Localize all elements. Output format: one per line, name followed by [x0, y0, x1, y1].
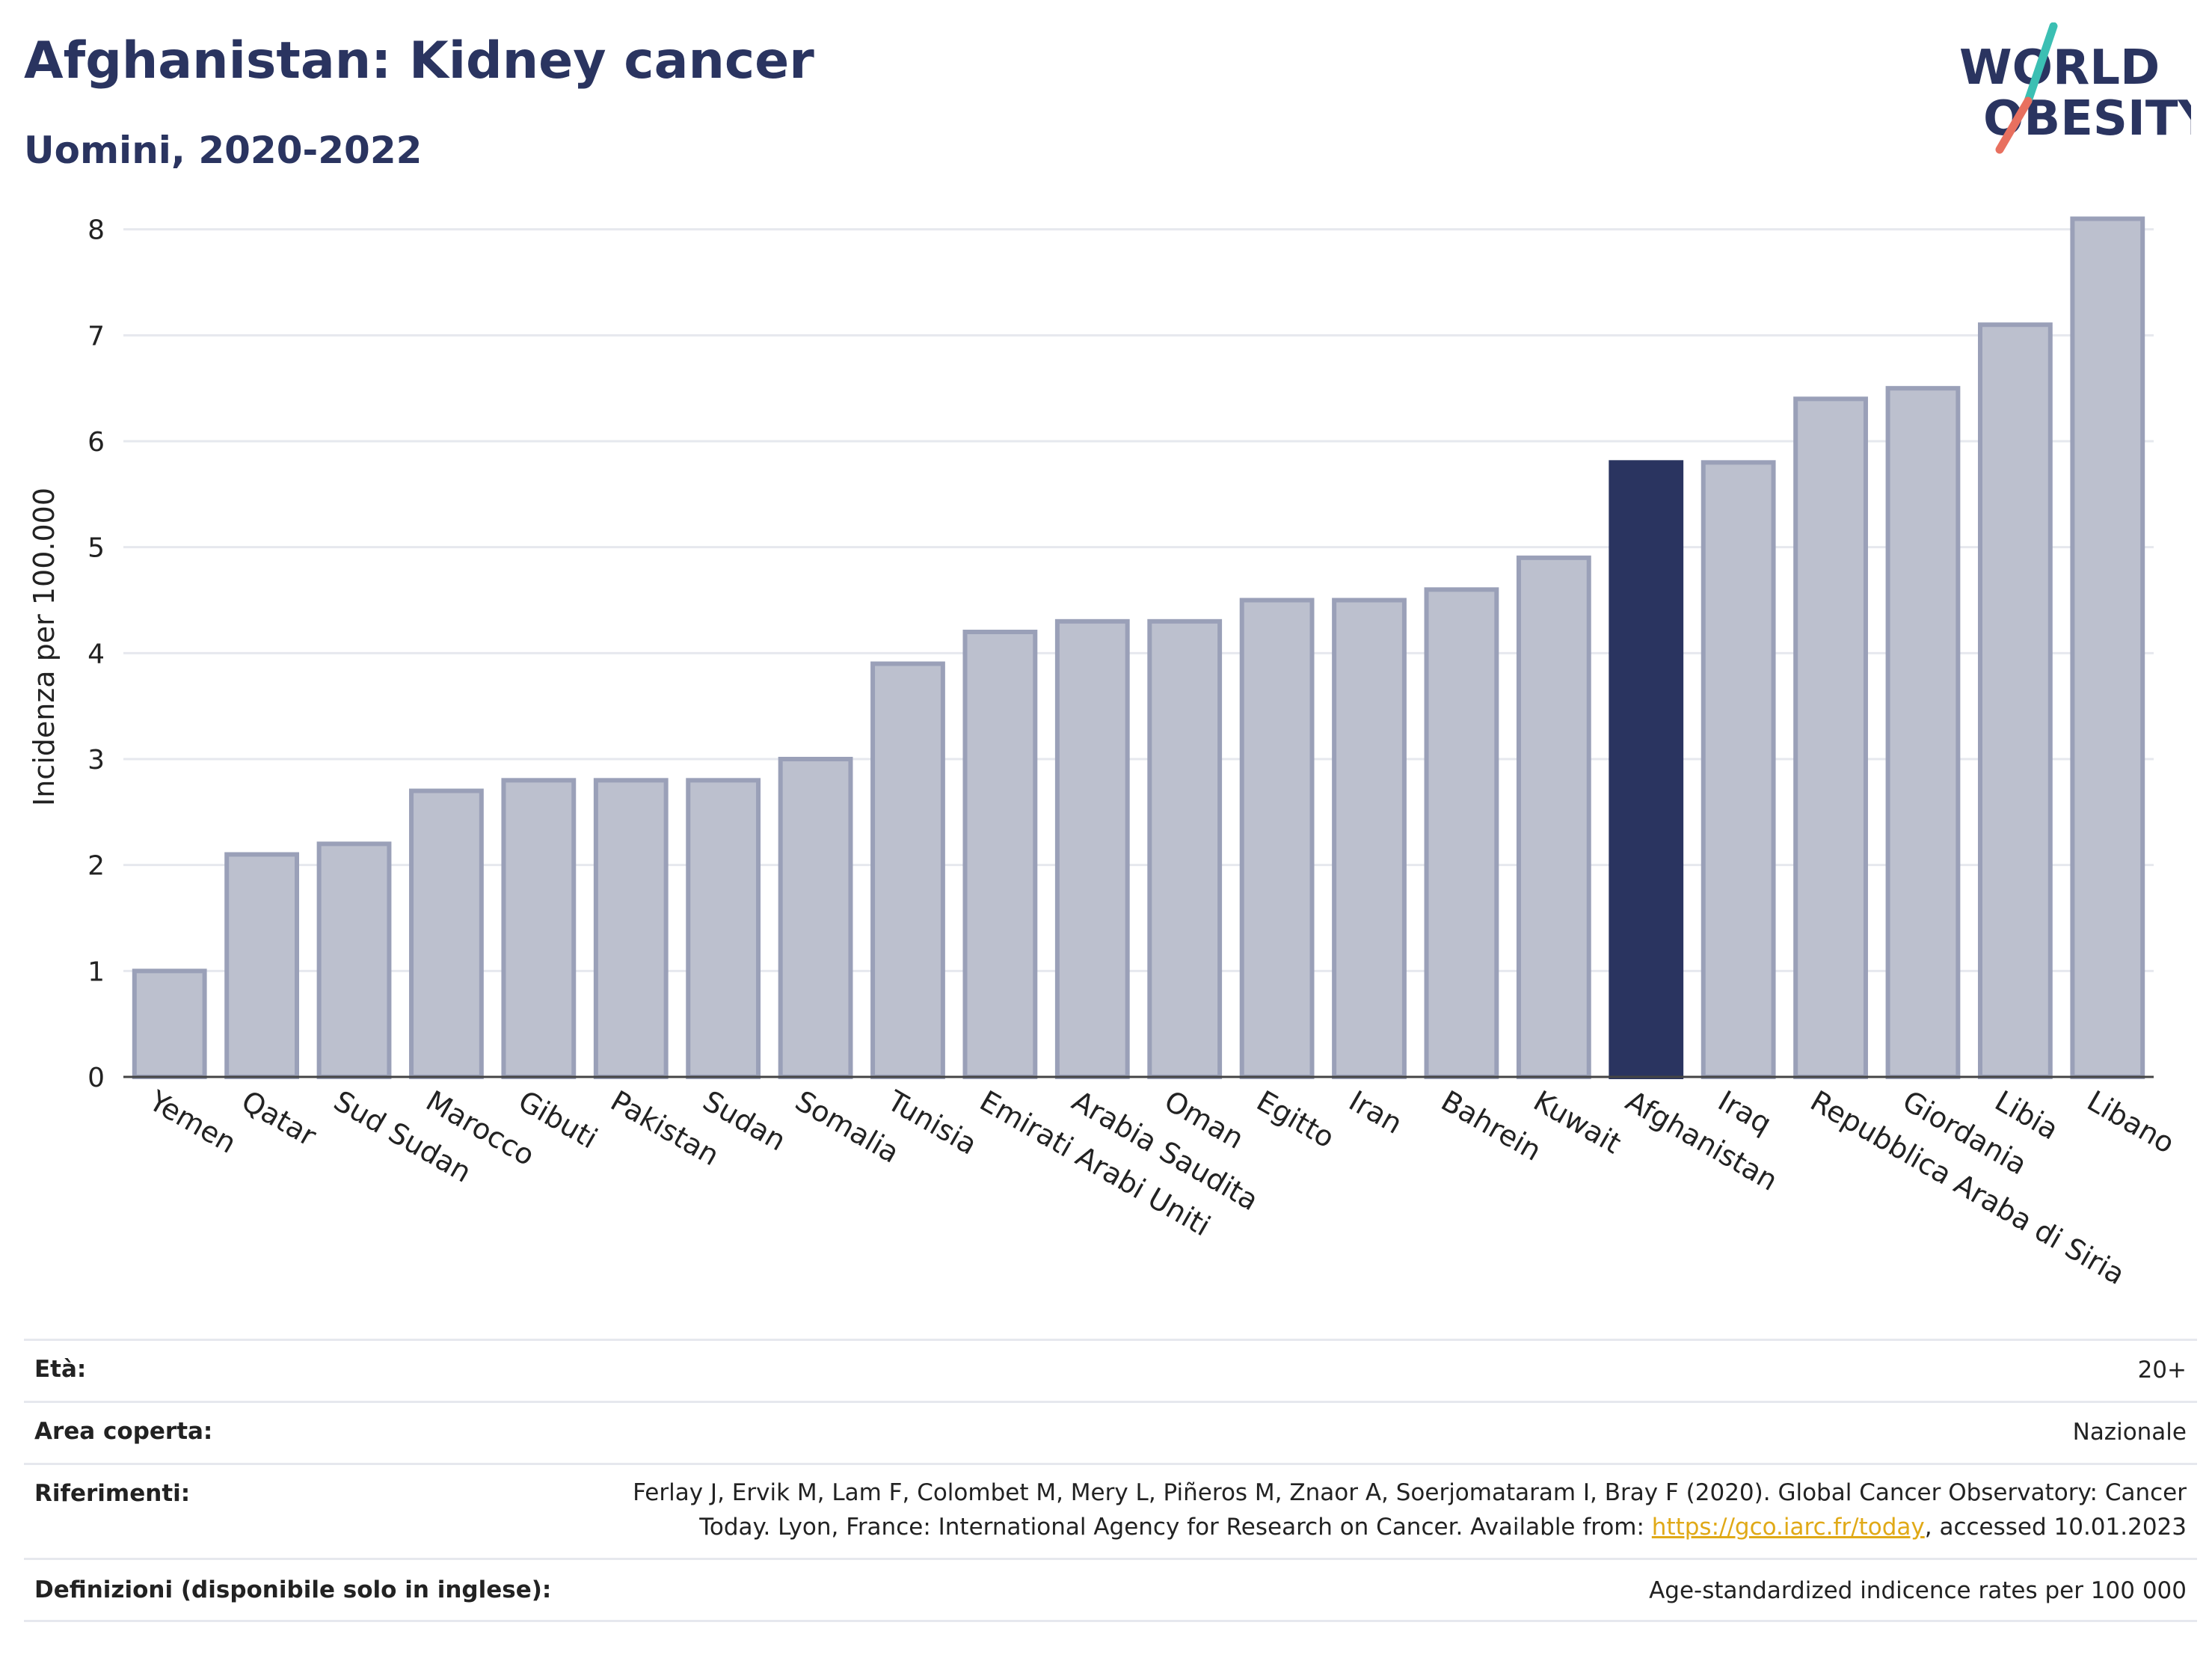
info-row-references: Riferimenti: Ferlay J, Ervik M, Lam F, C… [24, 1463, 2197, 1558]
x-tick-label: Iran [1344, 1084, 1408, 1140]
references-value: Ferlay J, Ervik M, Lam F, Colombet M, Me… [633, 1476, 2187, 1544]
y-axis-ticks: 0 1 2 3 4 5 6 7 8 [87, 215, 105, 1093]
bar-repubblica-araba-di-siria [1793, 396, 1868, 1079]
world-obesity-logo: WORLD OBESITY [1959, 22, 2191, 154]
page-title: Afghanistan: Kidney cancer [24, 31, 814, 90]
info-row-age: Età: 20+ [24, 1339, 2197, 1401]
bar-yemen [132, 968, 207, 1080]
bar-gibuti [501, 778, 577, 1080]
age-label: Età: [34, 1356, 87, 1383]
bar-marocco [409, 788, 484, 1079]
x-tick-label: Libano [2082, 1084, 2181, 1160]
y-tick-label: 1 [87, 957, 105, 987]
references-link[interactable]: https://gco.iarc.fr/today [1651, 1514, 1925, 1541]
page-subtitle: Uomini, 2020-2022 [24, 129, 423, 172]
bar-sud-sudan [316, 841, 392, 1080]
chart-bars [132, 216, 2145, 1080]
bar-somalia [778, 757, 853, 1079]
x-tick-label: Egitto [1251, 1084, 1340, 1155]
x-tick-label: Yemen [143, 1084, 242, 1160]
y-tick-label: 4 [87, 639, 105, 669]
info-row-definitions: Definizioni (disponibile solo in inglese… [24, 1558, 2197, 1622]
bar-pakistan [593, 778, 669, 1080]
x-tick-label: Iraq [1712, 1084, 1777, 1140]
area-label: Area coperta: [34, 1418, 213, 1445]
y-tick-label: 8 [87, 215, 105, 246]
logo-text-world: WORLD [1959, 40, 2160, 96]
x-tick-label: Somalia [790, 1084, 905, 1170]
age-value: 20+ [2137, 1357, 2187, 1384]
bar-libia [1977, 322, 2053, 1079]
references-line-1: Ferlay J, Ervik M, Lam F, Colombet M, Me… [633, 1479, 2187, 1506]
definitions-value: Age-standardized indicence rates per 100… [1649, 1577, 2187, 1604]
bar-giordania [1885, 386, 1961, 1079]
x-tick-label: Qatar [236, 1084, 322, 1153]
references-line-2: Today. Lyon, France: International Agenc… [633, 1510, 2187, 1544]
y-tick-label: 6 [87, 427, 105, 458]
bar-kuwait [1516, 555, 1591, 1079]
info-row-area: Area coperta: Nazionale [24, 1401, 2197, 1463]
references-label: Riferimenti: [34, 1480, 191, 1507]
y-tick-label: 3 [87, 745, 105, 776]
logo-slash-red [1995, 96, 2033, 154]
references-line-2-pre: Today. Lyon, France: International Agenc… [699, 1514, 1652, 1541]
bar-tunisia [870, 661, 945, 1079]
bar-emirati-arabi-uniti [962, 630, 1038, 1079]
bar-arabia-saudita [1054, 618, 1130, 1079]
definitions-label: Definizioni (disponibile solo in inglese… [34, 1576, 552, 1603]
bar-oman [1147, 618, 1223, 1079]
logo-slash-teal [2024, 22, 2058, 105]
y-tick-label: 7 [87, 321, 105, 351]
area-value: Nazionale [2072, 1419, 2187, 1446]
y-tick-label: 2 [87, 851, 105, 882]
bar-bahrein [1424, 587, 1499, 1079]
y-tick-label: 5 [87, 533, 105, 564]
references-line-2-post: , accessed 10.01.2023 [1924, 1514, 2187, 1541]
y-tick-label: 0 [87, 1063, 105, 1093]
info-table: Età: 20+ Area coperta: Nazionale Riferim… [24, 1339, 2197, 1622]
bar-libano [2070, 216, 2145, 1079]
x-tick-label: Kuwait [1528, 1084, 1626, 1161]
x-tick-label: Bahrein [1436, 1084, 1547, 1167]
bar-afghanistan [1609, 460, 1684, 1079]
bar-iran [1332, 598, 1407, 1079]
bar-sudan [686, 778, 761, 1080]
bar-iraq [1701, 460, 1776, 1079]
y-axis-label: Incidenza per 100.000 [28, 488, 61, 806]
bar-egitto [1239, 598, 1315, 1079]
bar-qatar [224, 852, 300, 1079]
